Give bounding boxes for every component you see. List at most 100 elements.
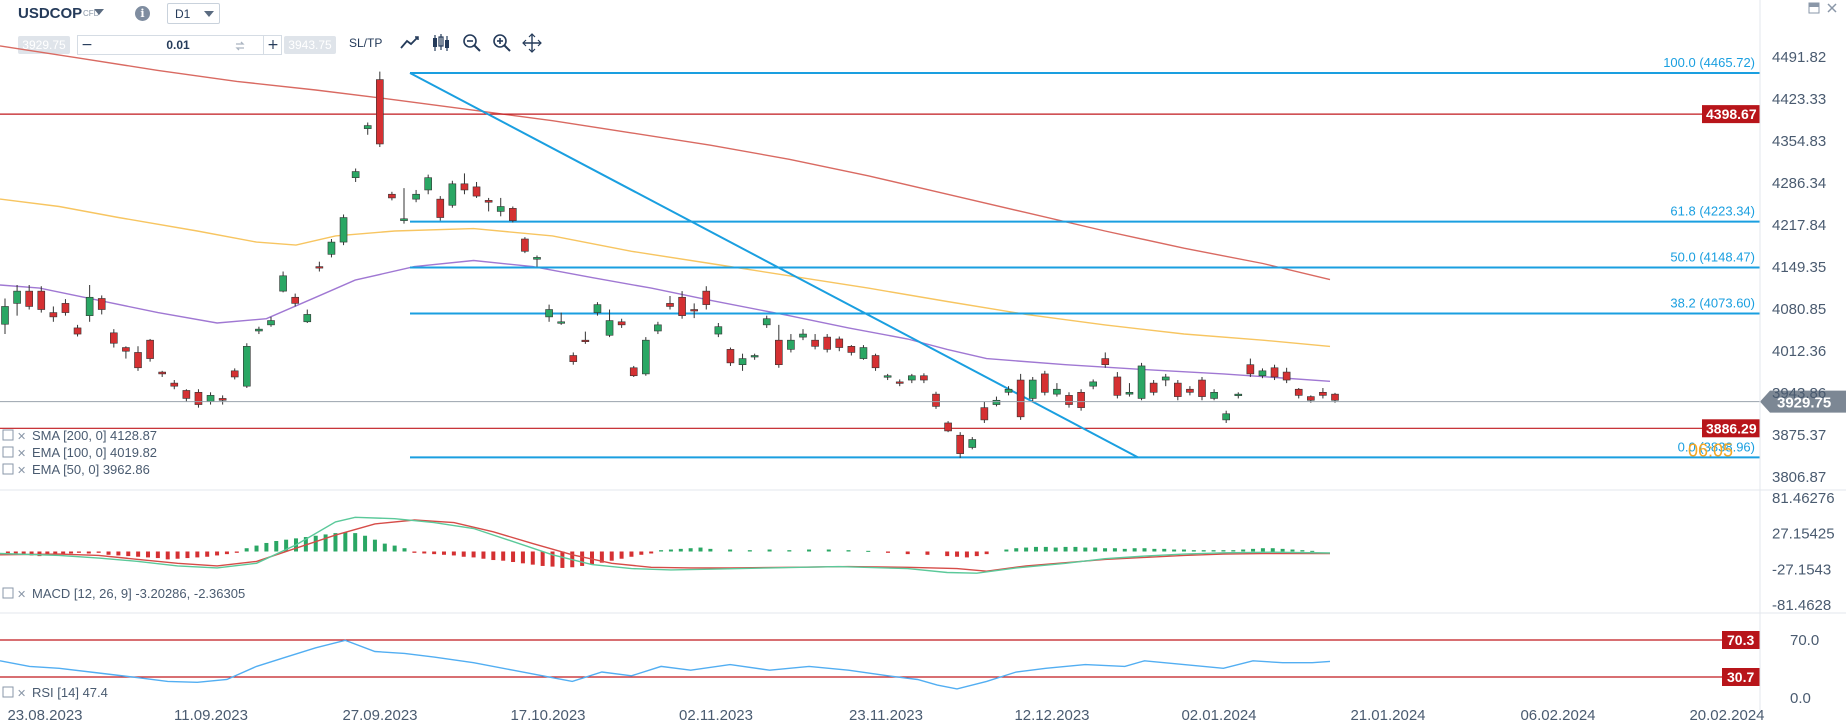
candle-body xyxy=(255,328,263,332)
macd-histogram-bar xyxy=(1122,548,1127,552)
minimize-icon[interactable] xyxy=(1808,2,1820,14)
candle-body xyxy=(738,358,747,366)
macd-histogram-bar xyxy=(1270,548,1275,552)
candle-body xyxy=(303,314,312,323)
macd-tick-label: -27.1543 xyxy=(1772,561,1831,578)
close-icon[interactable] xyxy=(1826,2,1838,14)
macd-histogram-bar xyxy=(45,551,50,556)
candle-body xyxy=(992,399,1001,405)
macd-histogram-bar xyxy=(1162,548,1167,552)
macd-histogram-bar xyxy=(945,551,950,557)
symbol-label[interactable]: USDCOP xyxy=(18,5,83,22)
chevron-down-icon[interactable] xyxy=(94,9,104,15)
rsi-line xyxy=(0,639,1331,690)
ask-price[interactable]: 3943.75 xyxy=(284,36,336,54)
candle-body xyxy=(569,355,578,362)
x-tick-label: 06.02.2024 xyxy=(1520,707,1595,724)
macd-histogram-bar xyxy=(1033,546,1038,552)
candle-body xyxy=(678,296,686,316)
zoom-in-icon[interactable] xyxy=(491,32,513,54)
candle-body xyxy=(714,326,723,335)
fib-trend-line xyxy=(409,72,1139,459)
candle-body xyxy=(859,347,868,359)
macd-histogram-bar xyxy=(313,535,318,552)
macd-histogram-bar xyxy=(925,551,930,555)
candle-body xyxy=(412,193,420,200)
macd-line xyxy=(0,519,1331,572)
macd-histogram-bar xyxy=(609,551,614,561)
quantity-increase-button[interactable]: + xyxy=(263,36,282,54)
candle-body xyxy=(218,398,227,401)
macd-histogram-bar xyxy=(668,549,673,552)
candle-body xyxy=(605,320,614,336)
bid-price[interactable]: 3929.75 xyxy=(18,36,70,54)
candle-body xyxy=(1258,370,1267,377)
fib-level-label: 0.0 (3838.96) xyxy=(1678,439,1755,454)
line-chart-icon[interactable] xyxy=(399,32,421,54)
candle-body xyxy=(702,290,711,305)
candle-body xyxy=(1,306,9,325)
candle-body xyxy=(363,125,372,129)
macd-histogram-bar xyxy=(1014,548,1019,552)
ema100-line xyxy=(0,198,1331,348)
price-tick-label: 4080.85 xyxy=(1772,301,1826,318)
legend-remove-icon: ✕ xyxy=(17,448,26,460)
candle-body xyxy=(690,309,698,312)
candle-body xyxy=(315,266,324,269)
candle-body xyxy=(871,355,880,369)
macd-histogram-bar xyxy=(422,551,427,554)
candle-body xyxy=(460,183,469,191)
quantity-stepper[interactable]: − 0.01 + xyxy=(77,35,282,55)
candle-body xyxy=(1186,388,1194,393)
price-tick-label: 4217.84 xyxy=(1772,217,1826,234)
signal-line xyxy=(0,516,1331,574)
macd-histogram-bar xyxy=(1132,548,1137,552)
candle-body xyxy=(593,304,602,313)
price-tick-label: 4012.36 xyxy=(1772,343,1826,360)
rsi-tick-label: 0.0 xyxy=(1790,690,1811,707)
candle-body xyxy=(122,347,130,352)
macd-histogram-bar xyxy=(1251,548,1256,552)
candle-body xyxy=(1282,371,1291,381)
legend-remove-icon: ✕ xyxy=(17,688,26,700)
quantity-decrease-button[interactable]: − xyxy=(81,37,93,53)
quantity-value[interactable]: 0.01 xyxy=(166,38,190,52)
legend-settings-icon xyxy=(2,429,14,441)
macd-histogram-bar xyxy=(126,551,131,557)
macd-histogram-bar xyxy=(106,551,111,555)
info-icon[interactable]: i xyxy=(135,6,150,21)
candle-body xyxy=(666,303,674,307)
candle-body xyxy=(1125,392,1134,395)
macd-histogram-bar xyxy=(136,551,141,557)
legend-settings-icon xyxy=(2,446,14,458)
macd-histogram-bar xyxy=(846,550,851,552)
swap-icon[interactable] xyxy=(233,39,247,53)
macd-histogram-bar xyxy=(530,551,535,565)
legend-remove-icon: ✕ xyxy=(17,431,26,443)
macd-histogram-bar xyxy=(1004,549,1009,552)
macd-histogram-bar xyxy=(678,548,683,552)
candle-body xyxy=(968,439,977,448)
crosshair-icon[interactable] xyxy=(521,32,543,54)
macd-histogram-bar xyxy=(96,551,101,553)
sltp-button[interactable]: SL/TP xyxy=(349,36,383,50)
macd-histogram-bar xyxy=(1260,548,1265,552)
macd-histogram-bar xyxy=(1152,548,1157,552)
indicator-legend-label: SMA [200, 0] 4128.87 xyxy=(32,428,157,443)
candlestick-icon[interactable] xyxy=(430,32,452,54)
macd-histogram-bar xyxy=(234,551,239,553)
candle-body xyxy=(388,193,396,199)
candle-body xyxy=(533,257,541,260)
timeframe-select[interactable]: D1 xyxy=(167,3,220,24)
macd-histogram-bar xyxy=(659,550,664,552)
chart-toolbar: USDCOP CFD i D1 3929.75 − 0.01 + 3943.75… xyxy=(0,0,1846,56)
macd-histogram-bar xyxy=(392,545,397,552)
candle-body xyxy=(545,309,553,318)
fib-level-label: 50.0 (4148.47) xyxy=(1670,250,1755,265)
candle-body xyxy=(73,327,82,335)
zoom-out-icon[interactable] xyxy=(461,32,483,54)
macd-histogram-bar xyxy=(708,548,713,552)
macd-histogram-bar xyxy=(955,551,960,557)
indicator-legend-label: EMA [100, 0] 4019.82 xyxy=(32,445,157,460)
